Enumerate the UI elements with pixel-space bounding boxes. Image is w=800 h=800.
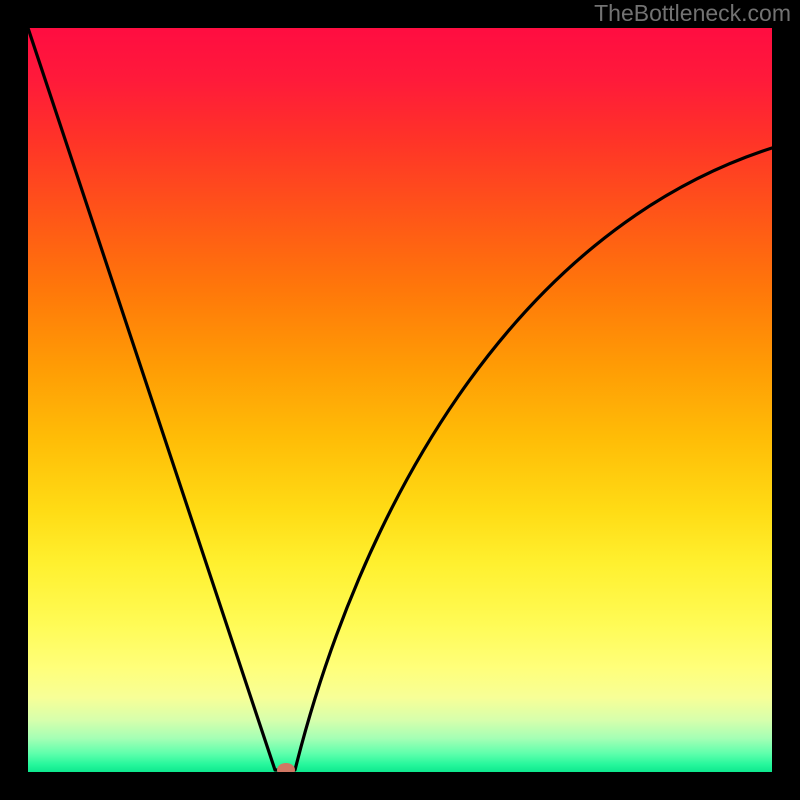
plot-area [28,28,772,772]
optimum-marker [277,763,295,772]
watermark-text: TheBottleneck.com [594,0,791,27]
bottleneck-curve [28,28,772,770]
chart-frame: TheBottleneck.com [0,0,800,800]
curve-layer [28,28,772,772]
